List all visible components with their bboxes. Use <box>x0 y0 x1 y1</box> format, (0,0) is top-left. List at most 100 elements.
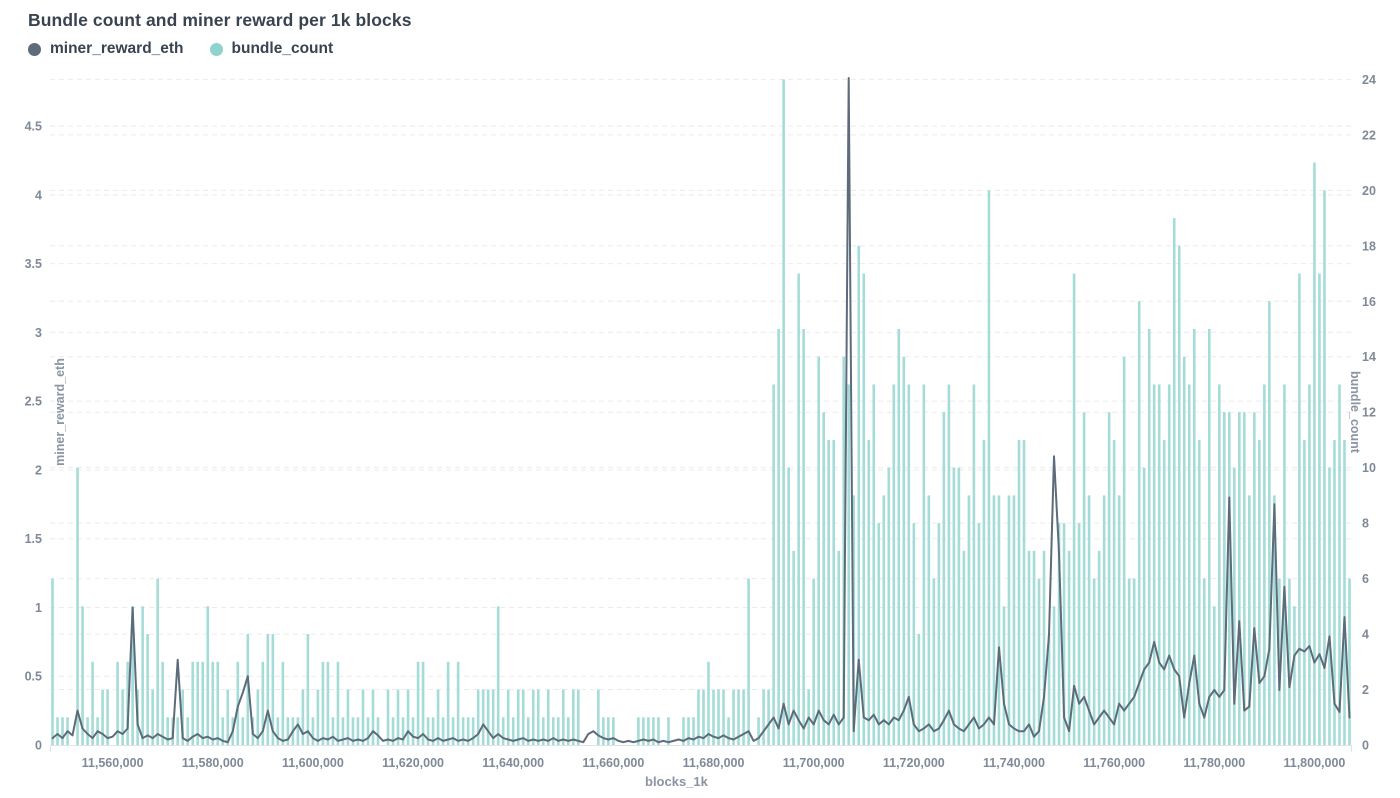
bundle-count-bar[interactable] <box>546 689 550 745</box>
bundle-count-bar[interactable] <box>1187 384 1191 745</box>
bundle-count-bar[interactable] <box>166 717 169 745</box>
bundle-count-bar[interactable] <box>271 634 275 745</box>
bundle-count-bar[interactable] <box>121 689 124 745</box>
bundle-count-bar[interactable] <box>1112 439 1116 745</box>
bundle-count-bar[interactable] <box>787 467 790 745</box>
bundle-count-bar[interactable] <box>912 523 916 745</box>
bundle-count-bar[interactable] <box>902 356 906 745</box>
bundle-count-bar[interactable] <box>491 689 495 745</box>
bundle-count-bar[interactable] <box>762 689 765 745</box>
bundle-count-bar[interactable] <box>1097 550 1101 745</box>
bundle-count-bar[interactable] <box>406 689 410 745</box>
bundle-count-bar[interactable] <box>216 661 220 745</box>
bundle-count-bar[interactable] <box>937 523 941 745</box>
bundle-count-bar[interactable] <box>531 689 535 745</box>
bundle-count-bar[interactable] <box>61 717 64 745</box>
bundle-count-bar[interactable] <box>1192 328 1196 745</box>
bundle-count-bar[interactable] <box>1067 550 1071 745</box>
bundle-count-bar[interactable] <box>1293 606 1296 745</box>
legend-item-miner-reward-eth[interactable]: miner_reward_eth <box>28 40 184 58</box>
bundle-count-bar[interactable] <box>1127 578 1131 745</box>
bundle-count-bar[interactable] <box>822 412 825 745</box>
bundle-count-bar[interactable] <box>1012 495 1016 745</box>
bundle-count-bar[interactable] <box>516 689 520 745</box>
bundle-count-bar[interactable] <box>261 661 265 745</box>
bundle-count-bar[interactable] <box>1057 523 1061 745</box>
bundle-count-bar[interactable] <box>877 523 881 745</box>
bundle-count-bar[interactable] <box>1303 439 1306 745</box>
bundle-count-bar[interactable] <box>526 717 530 745</box>
bundle-count-bar[interactable] <box>241 717 245 745</box>
bundle-count-bar[interactable] <box>1002 606 1006 745</box>
bundle-count-bar[interactable] <box>411 717 415 745</box>
bundle-count-bar[interactable] <box>697 689 700 745</box>
bundle-count-bar[interactable] <box>747 578 750 745</box>
bundle-count-bar[interactable] <box>256 689 260 745</box>
bundle-count-bar[interactable] <box>742 689 745 745</box>
bundle-count-bar[interactable] <box>1182 356 1186 745</box>
bundle-count-bar[interactable] <box>737 689 740 745</box>
bundle-count-bar[interactable] <box>91 661 94 745</box>
bundle-count-bar[interactable] <box>1147 328 1151 745</box>
bundle-count-bar[interactable] <box>927 495 931 745</box>
bundle-count-bar[interactable] <box>56 717 59 745</box>
bundle-count-bar[interactable] <box>396 689 400 745</box>
bundle-count-bar[interactable] <box>572 689 575 745</box>
bundle-count-bar[interactable] <box>1323 190 1326 745</box>
bundle-count-bar[interactable] <box>196 661 200 745</box>
bundle-count-bar[interactable] <box>141 606 144 745</box>
bundle-count-bar[interactable] <box>1238 412 1241 745</box>
bundle-count-bar[interactable] <box>206 606 210 745</box>
bundle-count-bar[interactable] <box>842 356 846 745</box>
bundle-count-bar[interactable] <box>1092 578 1096 745</box>
bundle-count-bar[interactable] <box>181 689 185 745</box>
bundle-count-bar[interactable] <box>827 439 830 745</box>
bundle-count-bar[interactable] <box>1283 384 1286 745</box>
bundle-count-bar[interactable] <box>917 634 921 745</box>
bundle-count-bar[interactable] <box>1318 273 1321 745</box>
bundle-count-bar[interactable] <box>982 439 986 745</box>
bundle-count-bar[interactable] <box>1042 550 1046 745</box>
bundle-count-bar[interactable] <box>847 384 851 745</box>
bundle-count-bar[interactable] <box>1152 384 1156 745</box>
bundle-count-bar[interactable] <box>421 661 425 745</box>
bundle-count-bar[interactable] <box>1157 384 1161 745</box>
bundle-count-bar[interactable] <box>862 273 866 745</box>
bundle-count-bar[interactable] <box>561 689 565 745</box>
bundle-count-bar[interactable] <box>967 495 971 745</box>
bundle-count-bar[interactable] <box>356 717 360 745</box>
bundle-count-bar[interactable] <box>311 717 315 745</box>
bundle-count-bar[interactable] <box>682 717 685 745</box>
bundle-count-bar[interactable] <box>1212 606 1216 745</box>
bundle-count-bar[interactable] <box>1102 495 1106 745</box>
bundle-count-bar[interactable] <box>401 717 405 745</box>
bundle-count-bar[interactable] <box>336 661 340 745</box>
bundle-count-bar[interactable] <box>1142 467 1146 745</box>
bundle-count-bar[interactable] <box>1037 578 1041 745</box>
bundle-count-bar[interactable] <box>1047 634 1051 745</box>
bundle-count-bar[interactable] <box>997 495 1001 745</box>
bundle-count-bar[interactable] <box>521 689 525 745</box>
bundle-count-bar[interactable] <box>977 523 981 745</box>
bundle-count-bars[interactable] <box>51 79 1351 745</box>
bundle-count-bar[interactable] <box>1117 495 1121 745</box>
bundle-count-bar[interactable] <box>1122 356 1126 745</box>
bundle-count-bar[interactable] <box>642 717 645 745</box>
bundle-count-bar[interactable] <box>1022 439 1026 745</box>
bundle-count-bar[interactable] <box>1308 384 1311 745</box>
bundle-count-bar[interactable] <box>266 634 270 745</box>
bundle-count-bar[interactable] <box>667 717 670 745</box>
bundle-count-bar[interactable] <box>416 661 420 745</box>
bundle-count-bar[interactable] <box>652 717 655 745</box>
bundle-count-bar[interactable] <box>1248 495 1251 745</box>
bundle-count-bar[interactable] <box>306 634 310 745</box>
bundle-count-bar[interactable] <box>832 439 836 745</box>
bundle-count-bar[interactable] <box>326 661 330 745</box>
bundle-count-bar[interactable] <box>952 467 956 745</box>
bundle-count-bar[interactable] <box>947 384 951 745</box>
bundle-count-bar[interactable] <box>386 689 390 745</box>
bundle-count-bar[interactable] <box>782 79 785 745</box>
bundle-count-bar[interactable] <box>201 661 205 745</box>
bundle-count-bar[interactable] <box>1172 218 1176 745</box>
